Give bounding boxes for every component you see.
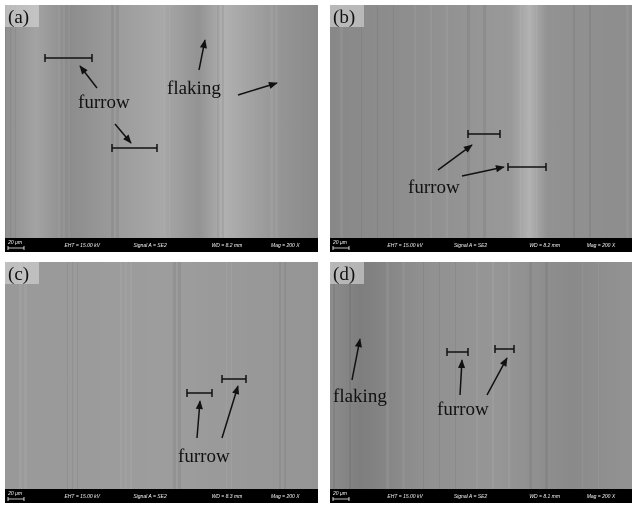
streak [423,262,424,489]
micrograph [5,262,318,503]
annotation: furrow [178,446,230,467]
streak [508,262,510,489]
annotation: furrow [408,177,460,198]
streak [430,5,432,238]
info-text: WD = 8.3 mm [212,494,243,500]
panel-label: (c) [8,264,29,285]
streak [582,262,583,489]
streak [573,5,575,238]
streak [125,262,127,489]
streak [589,5,591,238]
streak [169,5,170,238]
streak [10,5,11,238]
panel-label: (d) [333,264,355,285]
streak [217,5,219,238]
streak [130,262,132,489]
info-text: 20 μm [332,240,347,246]
streak [58,5,60,238]
streak [231,262,232,489]
streak [386,262,389,489]
streak [377,5,378,238]
info-text: Signal A = SE2 [454,243,488,249]
streak [279,262,281,489]
streak [520,5,521,238]
streak [164,5,165,238]
info-text: 20 μm [7,491,22,497]
streak [275,5,278,238]
streak [598,262,599,489]
streak [545,262,548,489]
streak [222,5,224,238]
streak [15,5,16,238]
streak [340,5,343,238]
streak [72,262,73,489]
info-text: Signal A = SE2 [133,494,167,500]
sem-panel: (c) 20 μm EHT = 15.00 kV Signal A = SE2 WD =… [5,262,318,503]
panel-label: (b) [333,7,355,28]
streak [529,262,532,489]
streak [467,5,470,238]
info-text: Mag = 200 X [271,243,300,249]
streak [439,262,440,489]
streak [349,262,351,489]
streak [173,262,176,489]
annotation: flaking [333,386,387,407]
info-text: EHT = 15.00 kV [64,494,100,500]
annotation: furrow [78,92,130,113]
streak [77,262,78,489]
info-text: Signal A = SE2 [133,243,167,249]
sem-panel: (a) 20 μm EHT = 15.00 kV Signal A = SE2 WD =… [5,5,318,252]
streak [19,262,22,489]
info-text: WD = 8.2 mm [529,243,560,249]
streak [63,5,65,238]
info-text: Mag = 200 X [587,494,616,500]
streak [270,5,273,238]
streak [446,5,448,238]
streak [111,5,114,238]
streak [284,262,286,489]
streak [455,262,456,489]
annotation: flaking [167,78,221,99]
micrograph [330,5,632,252]
streak [626,5,629,238]
sem-panel: (d) 20 μm EHT = 15.00 kV Signal A = SE2 WD =… [330,262,632,503]
info-text: WD = 8.2 mm [212,243,243,249]
streak [67,262,68,489]
info-text: EHT = 15.00 kV [64,243,100,249]
info-text: EHT = 15.00 kV [387,494,423,500]
streak [361,5,362,238]
streak [68,5,70,238]
info-text: Signal A = SE2 [454,494,488,500]
streak [402,262,405,489]
streak [414,5,416,238]
micrograph [330,262,632,503]
streak [476,262,478,489]
info-text: 20 μm [7,240,22,246]
annotation: furrow [437,399,489,420]
panels: (a) 20 μm EHT = 15.00 kV Signal A = SE2 WD =… [5,5,632,503]
sem-panel: (b) 20 μm EHT = 15.00 kV Signal A = SE2 WD =… [330,5,632,252]
streak [116,5,119,238]
streak [120,262,122,489]
info-text: Mag = 200 X [271,494,300,500]
info-text: Mag = 200 X [587,243,616,249]
figure: (a) 20 μm EHT = 15.00 kV Signal A = SE2 WD =… [0,0,638,507]
info-text: 20 μm [332,491,347,497]
panel-label: (a) [8,7,29,28]
streak [492,262,494,489]
info-text: EHT = 15.00 kV [387,243,423,249]
streak [5,5,6,238]
info-text: WD = 8.1 mm [529,494,560,500]
streak [24,262,27,489]
streak [536,5,537,238]
streak [333,262,335,489]
streak [483,5,486,238]
streak [393,5,394,238]
